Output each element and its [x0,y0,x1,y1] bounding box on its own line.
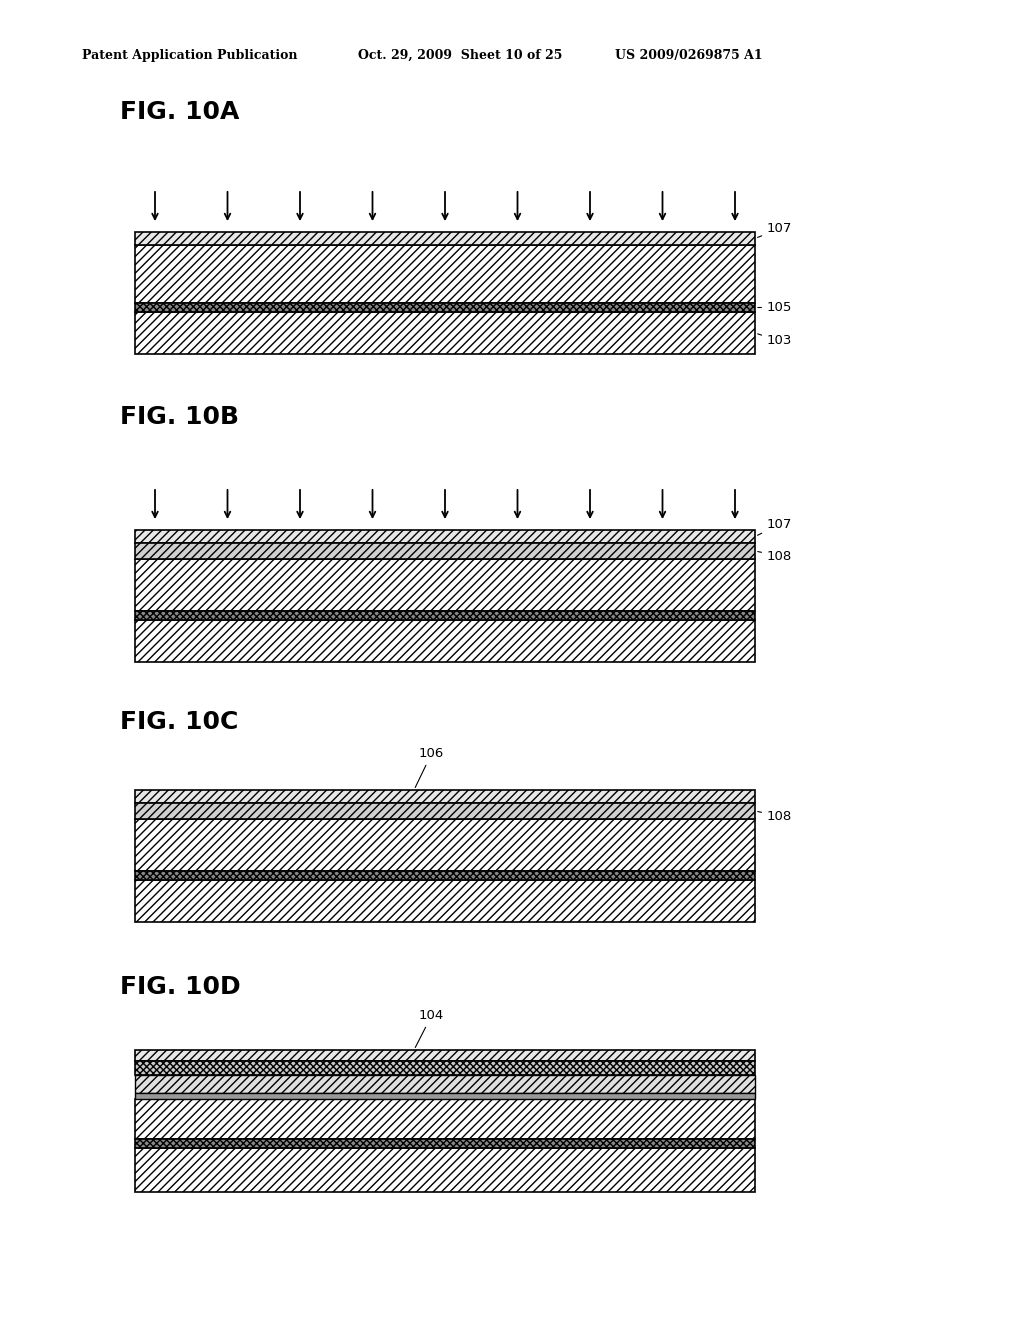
Bar [135,1139,755,1148]
Bar [135,1100,755,1139]
Bar [135,558,755,611]
Text: Patent Application Publication: Patent Application Publication [82,49,298,62]
Bar [135,246,755,304]
Text: Oct. 29, 2009  Sheet 10 of 25: Oct. 29, 2009 Sheet 10 of 25 [358,49,562,62]
Bar [135,312,755,354]
Text: 108: 108 [758,549,793,562]
Bar [135,543,755,558]
Bar [135,803,755,818]
Text: FIG. 10D: FIG. 10D [120,975,241,999]
Text: 103: 103 [758,334,793,347]
Text: FIG. 10B: FIG. 10B [120,405,239,429]
Text: US 2009/0269875 A1: US 2009/0269875 A1 [615,49,763,62]
Bar [135,1074,755,1093]
Text: FIG. 10C: FIG. 10C [120,710,239,734]
Bar [135,1093,755,1100]
Bar [135,818,755,871]
Bar [135,880,755,921]
Text: 107: 107 [758,222,793,238]
Text: 104: 104 [416,1008,444,1048]
Bar [135,1148,755,1192]
Text: 107: 107 [758,517,793,536]
Bar [135,232,755,246]
Bar [135,304,755,312]
Bar [135,1049,755,1061]
Bar [135,620,755,663]
Bar [135,1061,755,1074]
Bar [135,871,755,880]
Text: 108: 108 [758,809,793,822]
Bar [135,531,755,543]
Bar [135,789,755,803]
Text: FIG. 10A: FIG. 10A [120,100,240,124]
Bar [135,611,755,620]
Text: 105: 105 [758,301,793,314]
Text: 106: 106 [415,747,444,788]
